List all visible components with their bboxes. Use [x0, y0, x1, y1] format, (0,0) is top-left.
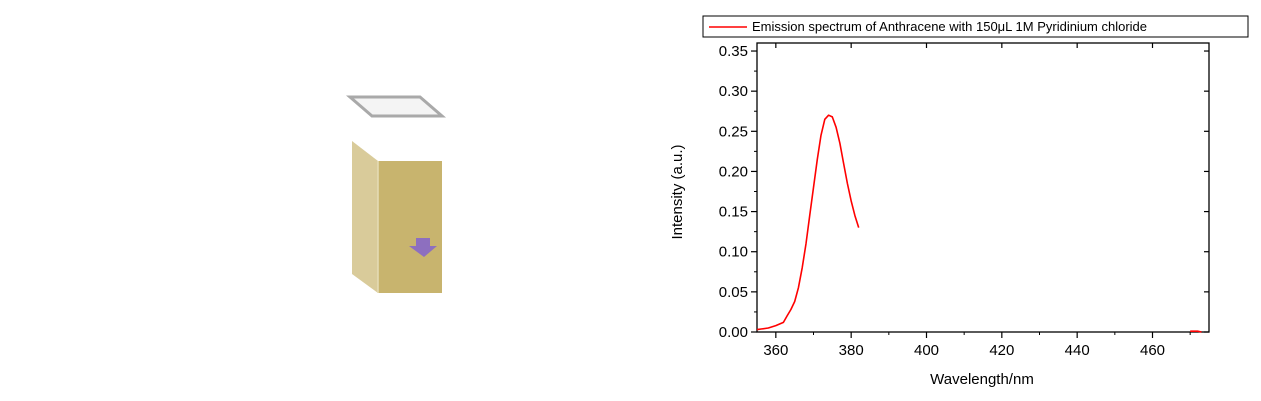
y-tick-label: 0.10 [719, 244, 748, 261]
x-tick-label: 440 [1065, 342, 1090, 359]
x-tick-label: 400 [914, 342, 939, 359]
x-tick-label: 380 [839, 342, 864, 359]
series-line [756, 114, 860, 331]
y-axis-title: Intensity (a.u.) [669, 144, 686, 239]
x-axis-title: Wavelength/nm [930, 371, 1034, 388]
y-tick-label: 0.25 [719, 123, 748, 140]
cuvette-front-face [378, 161, 442, 293]
cuvette-side-face [352, 141, 378, 293]
legend-box [702, 15, 1249, 38]
legend-label: Emission spectrum of Anthracene with 150… [752, 19, 1147, 34]
series-line-tail [1190, 330, 1202, 333]
x-tick-label: 460 [1140, 342, 1165, 359]
y-tick-label: 0.00 [719, 324, 748, 341]
chart-legend: Emission spectrum of Anthracene with 150… [702, 15, 1249, 38]
x-tick-label: 360 [763, 342, 788, 359]
y-tick-label: 0.20 [719, 163, 748, 180]
x-tick-label: 420 [989, 342, 1014, 359]
cuvette-cap [345, 95, 447, 118]
plot-frame [756, 42, 1210, 333]
y-tick-label: 0.35 [719, 43, 748, 60]
y-tick-label: 0.30 [719, 83, 748, 100]
cuvette-marker-arrow [409, 238, 437, 257]
y-tick-label: 0.05 [719, 284, 748, 301]
y-tick-label: 0.15 [719, 204, 748, 221]
